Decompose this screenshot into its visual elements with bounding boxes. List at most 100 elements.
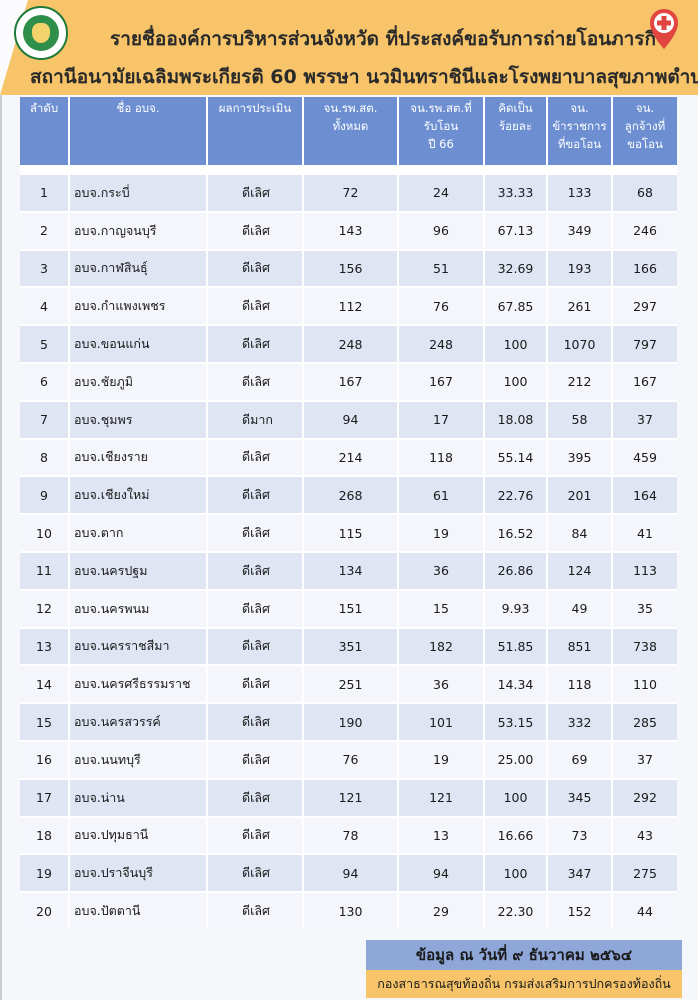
employees-count-cell: 43 [613,815,677,854]
row-number-cell: 3 [20,248,70,287]
employees-count-cell: 275 [613,853,677,892]
employees-count-cell: 246 [613,210,677,249]
evaluation-result-cell: ดีเลิศ [208,853,304,892]
evaluation-result-cell: ดีเลิศ [208,815,304,854]
data-date-label: ข้อมูล ณ วันที่ ๙ ธันวาคม ๒๕๖๔ [366,940,682,970]
civil-servants-count-cell: 124 [548,550,613,589]
transferred-centers-cell: 36 [399,664,485,703]
row-number-cell: 11 [20,550,70,589]
table-row: 8 อบจ.เชียงราย ดีเลิศ 214 118 55.14 395 459 [20,437,677,476]
civil-servants-count-cell: 261 [548,286,613,325]
spacer-cell [208,165,304,173]
government-seal-icon [14,6,68,60]
employees-count-cell: 41 [613,513,677,551]
civil-servants-count-cell: 49 [548,588,613,627]
civil-servants-count-cell: 345 [548,777,613,816]
percentage-cell: 100 [485,361,548,400]
transferred-centers-cell: 182 [399,626,485,665]
row-number-cell: 15 [20,702,70,740]
pao-name-cell: อบจ.ขอนแก่น [70,324,208,362]
transferred-centers-cell: 17 [399,399,485,438]
pao-name-cell: อบจ.น่าน [70,777,208,816]
evaluation-result-cell: ดีเลิศ [208,437,304,476]
total-health-centers-cell: 115 [304,513,399,551]
evaluation-result-cell: ดีเลิศ [208,173,304,211]
percentage-cell: 55.14 [485,437,548,476]
total-health-centers-cell: 72 [304,173,399,211]
civil-servants-count-cell: 118 [548,664,613,703]
spacer-cell [485,165,548,173]
transferred-centers-cell: 121 [399,777,485,816]
pao-name-cell: อบจ.ปทุมธานี [70,815,208,854]
evaluation-result-cell: ดีเลิศ [208,626,304,665]
row-number-cell: 6 [20,361,70,400]
civil-servants-count-cell: 1070 [548,324,613,362]
pao-name-cell: อบจ.นนทบุรี [70,739,208,778]
civil-servants-count-cell: 73 [548,815,613,854]
civil-servants-count-cell: 133 [548,173,613,211]
civil-servants-count-cell: 851 [548,626,613,665]
percentage-cell: 22.76 [485,475,548,514]
total-health-centers-cell: 251 [304,664,399,703]
transferred-centers-cell: 19 [399,739,485,778]
total-health-centers-cell: 130 [304,891,399,929]
percentage-cell: 16.66 [485,815,548,854]
spacer-cell [399,165,485,173]
page-title-line2: สถานีอนามัยเฉลิมพระเกียรติ 60 พรรษา นวมิ… [30,66,698,88]
civil-servants-count-cell: 84 [548,513,613,551]
evaluation-result-cell: ดีเลิศ [208,513,304,551]
civil-servants-count-cell: 347 [548,853,613,892]
percentage-cell: 53.15 [485,702,548,740]
table-row: 2 อบจ.กาญจนบุรี ดีเลิศ 143 96 67.13 349 246 [20,210,677,249]
column-header: จน.รพ.สต.ที่ รับโอน ปี 66 [399,97,485,165]
evaluation-result-cell: ดีเลิศ [208,324,304,362]
civil-servants-count-cell: 349 [548,210,613,249]
table-row: 13 อบจ.นครราชสีมา ดีเลิศ 351 182 51.85 851 738 [20,626,677,665]
page-left-border [0,95,2,1000]
pao-name-cell: อบจ.นครสวรรค์ [70,702,208,740]
pao-name-cell: อบจ.เชียงราย [70,437,208,476]
column-header: คิดเป็น ร้อยละ [485,97,548,165]
employees-count-cell: 113 [613,550,677,589]
table-row: 14 อบจ.นครศรีธรรมราช ดีเลิศ 251 36 14.34 118 11… [20,664,677,703]
row-number-cell: 7 [20,399,70,438]
transferred-centers-cell: 94 [399,853,485,892]
employees-count-cell: 167 [613,361,677,400]
employees-count-cell: 35 [613,588,677,627]
total-health-centers-cell: 121 [304,777,399,816]
total-health-centers-cell: 94 [304,853,399,892]
row-number-cell: 2 [20,210,70,249]
total-health-centers-cell: 214 [304,437,399,476]
percentage-cell: 18.08 [485,399,548,438]
employees-count-cell: 166 [613,248,677,287]
evaluation-result-cell: ดีเลิศ [208,550,304,589]
percentage-cell: 100 [485,853,548,892]
evaluation-result-cell: ดีเลิศ [208,777,304,816]
percentage-cell: 32.69 [485,248,548,287]
transferred-centers-cell: 36 [399,550,485,589]
spacer-cell [304,165,399,173]
evaluation-result-cell: ดีเลิศ [208,210,304,249]
spacer-cell [548,165,613,173]
evaluation-result-cell: ดีเลิศ [208,588,304,627]
percentage-cell: 26.86 [485,550,548,589]
pao-name-cell: อบจ.นครราชสีมา [70,626,208,665]
table-row: 7 อบจ.ชุมพร ดีมาก 94 17 18.08 58 37 [20,399,677,438]
evaluation-result-cell: ดีเลิศ [208,891,304,929]
total-health-centers-cell: 143 [304,210,399,249]
table-header-row: ลำดับ ชื่อ อบจ. ผลการประเมิน จน.รพ.สต. ท… [20,97,677,165]
pao-name-cell: อบจ.นครพนม [70,588,208,627]
column-header: ชื่อ อบจ. [70,97,208,165]
table-spacer-row [20,165,677,173]
evaluation-result-cell: ดีเลิศ [208,475,304,514]
table-row: 16 อบจ.นนทบุรี ดีเลิศ 76 19 25.00 69 37 [20,739,677,778]
spacer-cell [20,165,70,173]
employees-count-cell: 738 [613,626,677,665]
employees-count-cell: 37 [613,399,677,438]
total-health-centers-cell: 78 [304,815,399,854]
civil-servants-count-cell: 193 [548,248,613,287]
total-health-centers-cell: 248 [304,324,399,362]
table-row: 1 อบจ.กระบี่ ดีเลิศ 72 24 33.33 133 68 [20,173,677,211]
row-number-cell: 12 [20,588,70,627]
pao-name-cell: อบจ.กระบี่ [70,173,208,211]
